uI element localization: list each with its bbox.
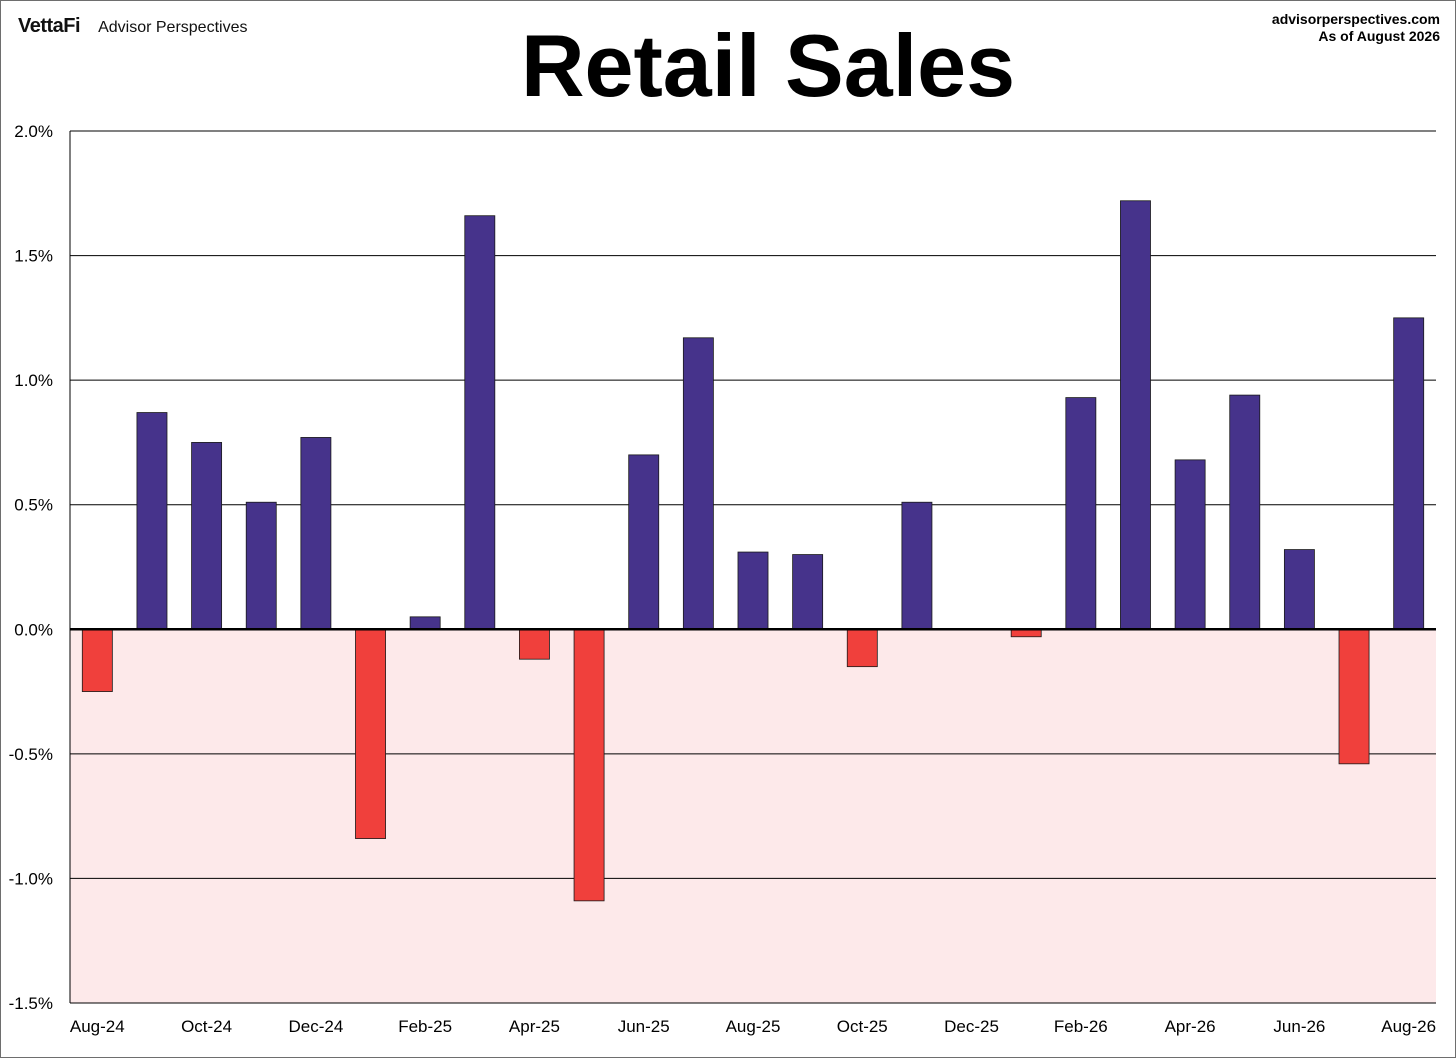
source-info: advisorperspectives.com As of August 202… <box>1272 11 1440 45</box>
brand: VettaFi Advisor Perspectives <box>18 15 247 38</box>
bar <box>409 616 441 630</box>
bar <box>136 412 168 630</box>
x-tick-label: Oct-25 <box>837 1017 888 1036</box>
y-tick-label: -1.0% <box>9 869 53 888</box>
y-tick-label: -0.5% <box>9 745 53 764</box>
bar <box>573 628 605 902</box>
x-tick-label: Aug-24 <box>70 1017 125 1036</box>
x-tick-label: Apr-26 <box>1165 1017 1216 1036</box>
bar <box>1174 459 1206 630</box>
x-tick-label: Feb-25 <box>398 1017 452 1036</box>
brand-name: Advisor Perspectives <box>98 19 248 36</box>
bar <box>1065 397 1097 630</box>
x-tick-label: Oct-24 <box>181 1017 232 1036</box>
bar <box>628 454 660 630</box>
bar <box>901 501 933 630</box>
bar <box>1229 394 1261 630</box>
y-tick-label: 1.5% <box>14 247 53 266</box>
x-tick-label: Jun-26 <box>1273 1017 1325 1036</box>
source-date: As of August 2026 <box>1318 28 1440 44</box>
bar <box>191 442 223 630</box>
vettafi-logo: VettaFi <box>18 15 81 37</box>
bar <box>355 628 386 839</box>
x-tick-label: Jun-25 <box>618 1017 670 1036</box>
negative-region <box>70 629 1436 1003</box>
x-tick-label: Aug-26 <box>1381 1017 1436 1036</box>
bar <box>300 437 332 630</box>
x-tick-label: Apr-25 <box>509 1017 560 1036</box>
bar <box>1393 317 1425 630</box>
bar <box>1120 200 1151 630</box>
y-tick-label: -1.5% <box>9 994 53 1013</box>
bar <box>464 215 496 630</box>
bar <box>792 554 824 630</box>
y-tick-label: 1.0% <box>14 371 53 390</box>
chart-title: Retail Sales <box>520 16 1016 115</box>
y-tick-label: 2.0% <box>14 122 53 141</box>
x-tick-label: Feb-26 <box>1054 1017 1108 1036</box>
x-tick-label: Aug-25 <box>726 1017 781 1036</box>
bar <box>519 628 550 660</box>
bar <box>1338 628 1370 765</box>
bar <box>682 337 714 630</box>
bar <box>737 551 769 630</box>
bar <box>81 628 113 692</box>
source-site: advisorperspectives.com <box>1271 11 1440 27</box>
bar <box>846 628 878 668</box>
x-tick-label: Dec-25 <box>944 1017 999 1036</box>
y-tick-label: 0.0% <box>14 620 53 639</box>
y-tick-label: 0.5% <box>14 496 53 515</box>
bar <box>1283 549 1315 630</box>
bar <box>245 501 277 630</box>
x-tick-label: Dec-24 <box>288 1017 343 1036</box>
